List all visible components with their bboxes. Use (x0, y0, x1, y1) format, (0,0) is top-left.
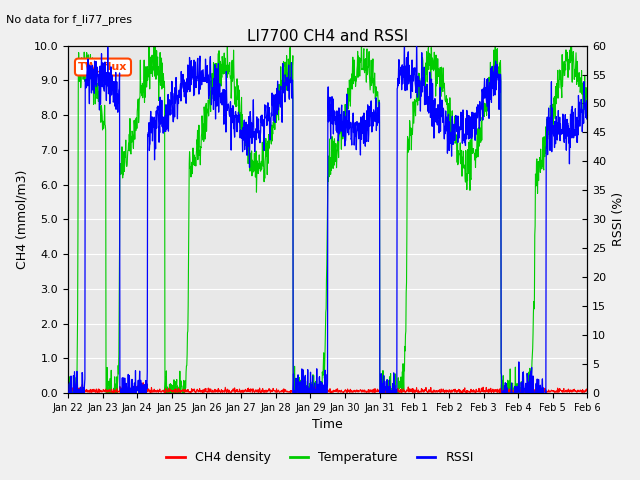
Y-axis label: CH4 (mmol/m3): CH4 (mmol/m3) (15, 169, 28, 269)
Legend: CH4 density, Temperature, RSSI: CH4 density, Temperature, RSSI (161, 446, 479, 469)
Text: TW_flux: TW_flux (78, 62, 127, 72)
Title: LI7700 CH4 and RSSI: LI7700 CH4 and RSSI (247, 29, 408, 44)
Text: No data for f_li77_pres: No data for f_li77_pres (6, 14, 132, 25)
Y-axis label: RSSI (%): RSSI (%) (612, 192, 625, 246)
X-axis label: Time: Time (312, 419, 343, 432)
